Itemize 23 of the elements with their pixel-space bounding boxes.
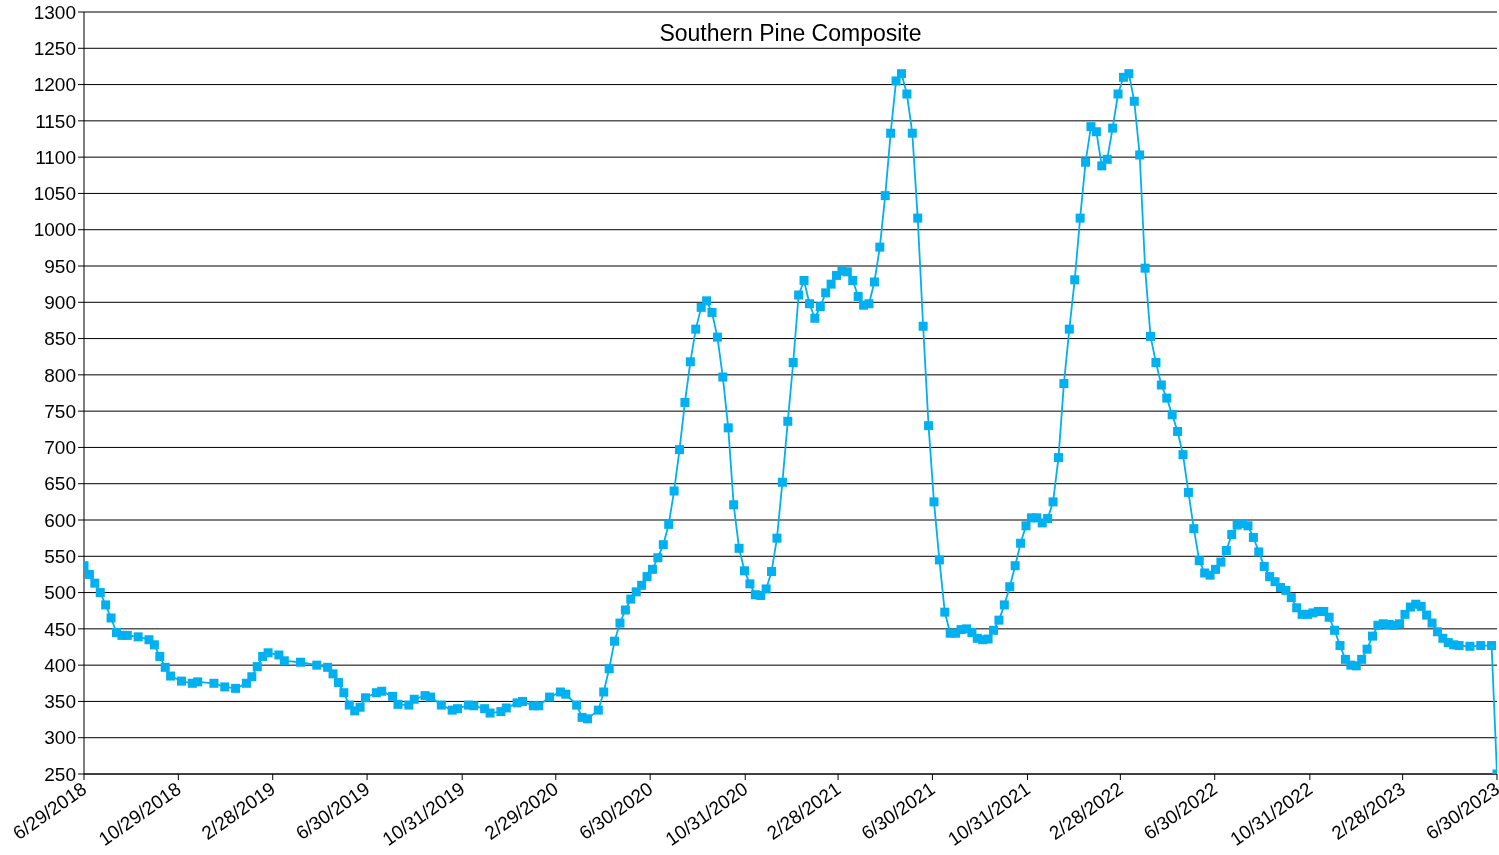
y-tick-label: 1150	[35, 110, 76, 132]
y-tick-label: 1250	[33, 38, 76, 60]
y-tick-label: 400	[44, 654, 76, 676]
y-tick-label: 1100	[35, 146, 76, 168]
y-tick-label: 900	[44, 292, 76, 314]
y-tick-label: 950	[44, 255, 76, 277]
y-tick-label: 1200	[33, 74, 76, 96]
chart-title: Southern Pine Composite	[658, 20, 923, 47]
y-tick-label: 850	[44, 328, 76, 350]
y-tick-label: 1000	[33, 219, 76, 241]
y-tick-label: 550	[44, 546, 76, 568]
y-tick-label: 1300	[33, 1, 76, 23]
y-tick-label: 300	[44, 727, 76, 749]
y-tick-label: 650	[44, 473, 76, 495]
y-tick-label: 450	[44, 618, 76, 640]
y-tick-label: 700	[44, 437, 76, 459]
y-tick-label: 750	[44, 400, 76, 422]
y-tick-label: 600	[44, 509, 76, 531]
y-tick-label: 1050	[33, 183, 76, 205]
y-tick-label: 800	[44, 364, 76, 386]
y-tick-label: 250	[44, 763, 76, 785]
y-tick-label: 500	[44, 582, 76, 604]
y-tick-label: 350	[44, 691, 76, 713]
